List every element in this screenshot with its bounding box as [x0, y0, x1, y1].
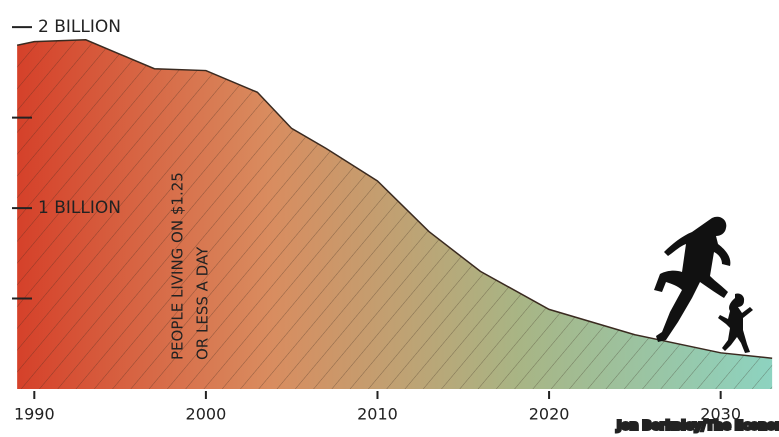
- x-tick-label: 2000: [186, 405, 227, 424]
- credit: Jon Berkeley/The Economist: [616, 419, 779, 433]
- y-tick-label: 1 BILLION: [38, 198, 121, 218]
- x-tick-label: 1990: [14, 405, 55, 424]
- runner: [654, 217, 730, 342]
- x-tick-label: 2010: [357, 405, 398, 424]
- child: [718, 293, 753, 353]
- annotation: PEOPLE LIVING ON $1.25: [169, 172, 187, 360]
- chart: 1 BILLION2 BILLION19902000201020202030PE…: [0, 0, 779, 437]
- silhouettes: [654, 217, 753, 353]
- annotation: OR LESS A DAY: [194, 246, 212, 360]
- y-tick-label: 2 BILLION: [38, 17, 121, 37]
- x-tick-label: 2020: [529, 405, 570, 424]
